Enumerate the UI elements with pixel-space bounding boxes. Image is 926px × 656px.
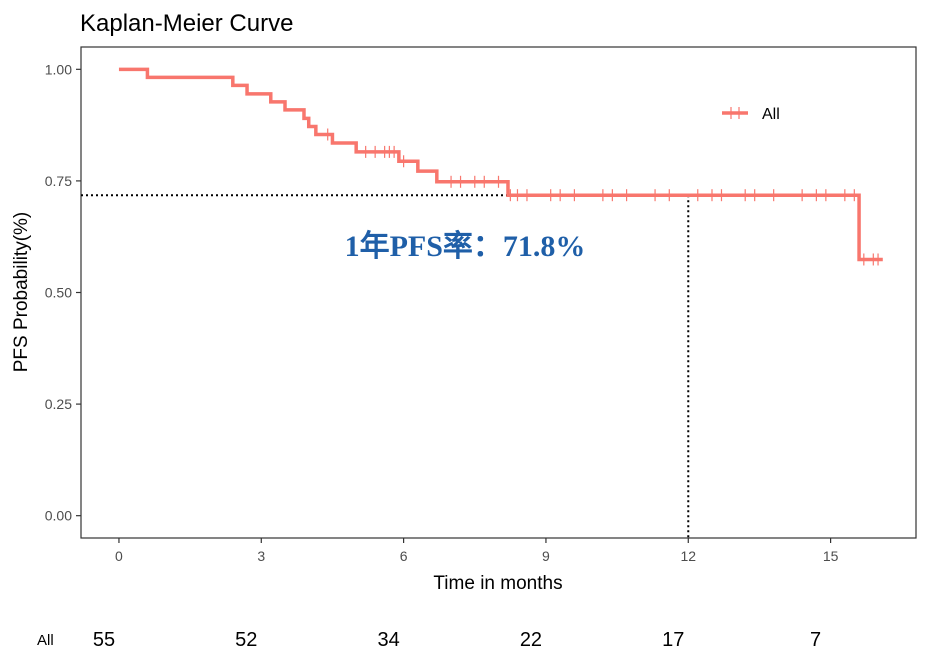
risk-count: 52 xyxy=(235,629,257,651)
risk-table: All 55 52 34 22 17 7 xyxy=(37,629,821,651)
y-tick-label: 1.00 xyxy=(45,61,72,77)
risk-count: 22 xyxy=(520,629,542,651)
x-tick-label: 12 xyxy=(680,548,696,564)
risk-table-label: All xyxy=(37,632,54,649)
x-tick-label: 3 xyxy=(257,548,265,564)
plot-panel xyxy=(80,46,917,539)
y-tick-label: 0.00 xyxy=(45,508,72,524)
risk-count: 7 xyxy=(810,629,821,651)
risk-count: 17 xyxy=(662,629,684,651)
x-tick-label: 0 xyxy=(115,548,123,564)
x-tick-label: 15 xyxy=(823,548,839,564)
x-tick-label: 9 xyxy=(542,548,550,564)
y-tick-label: 0.25 xyxy=(45,396,72,412)
risk-count: 34 xyxy=(377,629,399,651)
survival-curve-all xyxy=(118,67,883,262)
y-axis: 0.00 0.25 0.50 0.75 1.00 xyxy=(45,61,81,524)
x-tick-label: 6 xyxy=(400,548,408,564)
censor-marks xyxy=(327,128,879,266)
chart-title: Kaplan-Meier Curve xyxy=(80,10,293,37)
risk-count: 55 xyxy=(93,629,115,651)
pfs-annotation: 1年PFS率：71.8% xyxy=(345,230,586,263)
legend-label-all: All xyxy=(762,106,780,123)
x-axis: 0 3 6 9 12 15 xyxy=(115,538,839,564)
y-axis-title: PFS Probability(%) xyxy=(11,212,32,373)
x-axis-title: Time in months xyxy=(433,573,562,594)
y-tick-label: 0.50 xyxy=(45,285,72,301)
y-tick-label: 0.75 xyxy=(45,173,72,189)
legend: All xyxy=(722,106,780,123)
